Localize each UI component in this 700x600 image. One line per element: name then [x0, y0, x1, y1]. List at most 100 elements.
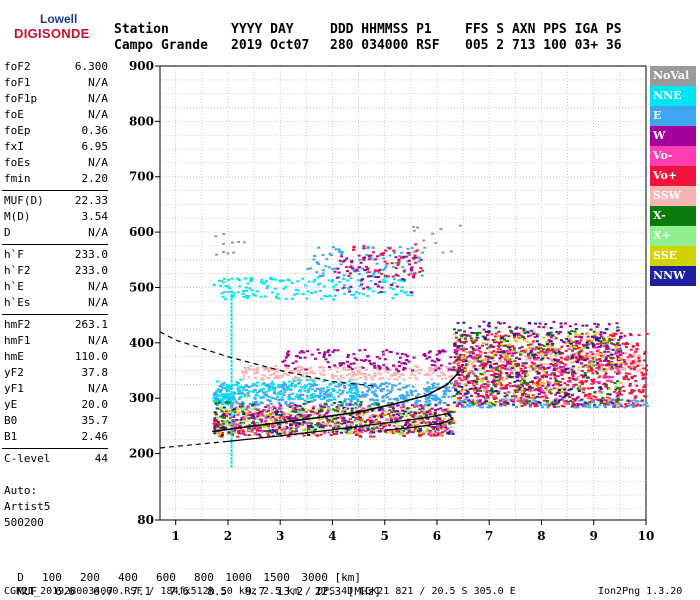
echo-point [217, 394, 221, 397]
echo-point [592, 334, 596, 337]
echo-point [331, 246, 335, 249]
echo-point [260, 414, 264, 417]
echo-point [478, 377, 482, 380]
echo-point [281, 418, 285, 421]
echo-point [277, 383, 281, 386]
echo-point [506, 373, 510, 376]
echo-point [505, 401, 509, 404]
echo-point [614, 347, 618, 350]
echo-point [374, 269, 378, 272]
echo-point [384, 369, 388, 372]
echo-point [413, 419, 417, 422]
echo-point [379, 414, 383, 417]
echo-point [447, 395, 451, 398]
echo-point [268, 374, 272, 377]
echo-point [414, 420, 418, 423]
echo-point [239, 407, 243, 410]
echo-point [307, 426, 311, 429]
echo-point [515, 326, 519, 329]
echo-point [580, 380, 584, 383]
echo-point [408, 407, 412, 410]
echo-point [290, 410, 294, 413]
echo-point [617, 344, 621, 347]
echo-point [314, 290, 318, 293]
echo-point [599, 335, 603, 338]
echo-point [245, 406, 249, 409]
echo-point [526, 341, 530, 344]
echo-point [356, 390, 360, 393]
echo-point [326, 389, 330, 392]
echo-point [349, 421, 353, 424]
echo-point [241, 405, 245, 408]
echo-point [396, 274, 400, 277]
param-row: h`E N/A [4, 280, 108, 296]
echo-point [553, 374, 557, 377]
echo-point [460, 390, 464, 393]
echo-point [556, 383, 560, 386]
echo-point [340, 422, 344, 425]
echo-point [336, 404, 340, 407]
echo-point [617, 368, 621, 371]
echo-point [272, 391, 276, 394]
echo-point [577, 333, 581, 336]
echo-point [620, 393, 624, 396]
echo-point [224, 402, 228, 405]
echo-point [367, 387, 371, 390]
echo-point [402, 410, 406, 413]
echo-point [559, 398, 563, 401]
echo-point [290, 417, 294, 420]
echo-point [554, 364, 558, 367]
echo-point [366, 426, 370, 429]
echo-point [583, 359, 587, 362]
echo-point [333, 294, 337, 297]
echo-point [593, 396, 597, 399]
echo-point [502, 402, 506, 405]
echo-point [564, 368, 568, 371]
echo-point [459, 348, 463, 351]
echo-point [579, 348, 583, 351]
echo-point [364, 378, 368, 381]
echo-point [416, 256, 420, 259]
echo-point [222, 243, 226, 246]
echo-point [391, 407, 395, 410]
echo-point [403, 395, 407, 398]
echo-point [306, 389, 310, 392]
echo-point [581, 391, 585, 394]
echo-point [503, 395, 507, 398]
echo-point [275, 296, 279, 299]
echo-point [240, 421, 244, 424]
echo-point [643, 377, 647, 380]
echo-point [588, 360, 592, 363]
echo-point [292, 371, 296, 374]
echo-point [341, 287, 345, 290]
echo-point [498, 370, 502, 373]
echo-point [376, 387, 380, 390]
echo-point [423, 392, 427, 395]
echo-point [583, 355, 587, 358]
echo-point [628, 332, 632, 335]
echo-point [571, 385, 575, 388]
echo-point [645, 369, 649, 372]
echo-point [261, 374, 265, 377]
echo-point [327, 410, 331, 413]
echo-point [290, 430, 294, 433]
echo-point [560, 345, 564, 348]
echo-point [434, 369, 438, 372]
param-name: foF2 [4, 60, 31, 73]
echo-point [619, 381, 623, 384]
echo-point [355, 358, 359, 361]
echo-point [476, 357, 480, 360]
echo-point [513, 380, 517, 383]
echo-point [235, 383, 239, 386]
echo-point [498, 322, 502, 325]
echo-point [346, 429, 350, 432]
echo-point [572, 370, 576, 373]
echo-point [368, 428, 372, 431]
echo-point [384, 265, 388, 268]
echo-point [432, 420, 436, 423]
echo-point [434, 399, 438, 402]
echo-point [244, 411, 248, 414]
echo-point [273, 425, 277, 428]
echo-point [631, 402, 635, 405]
echo-point [300, 407, 304, 410]
